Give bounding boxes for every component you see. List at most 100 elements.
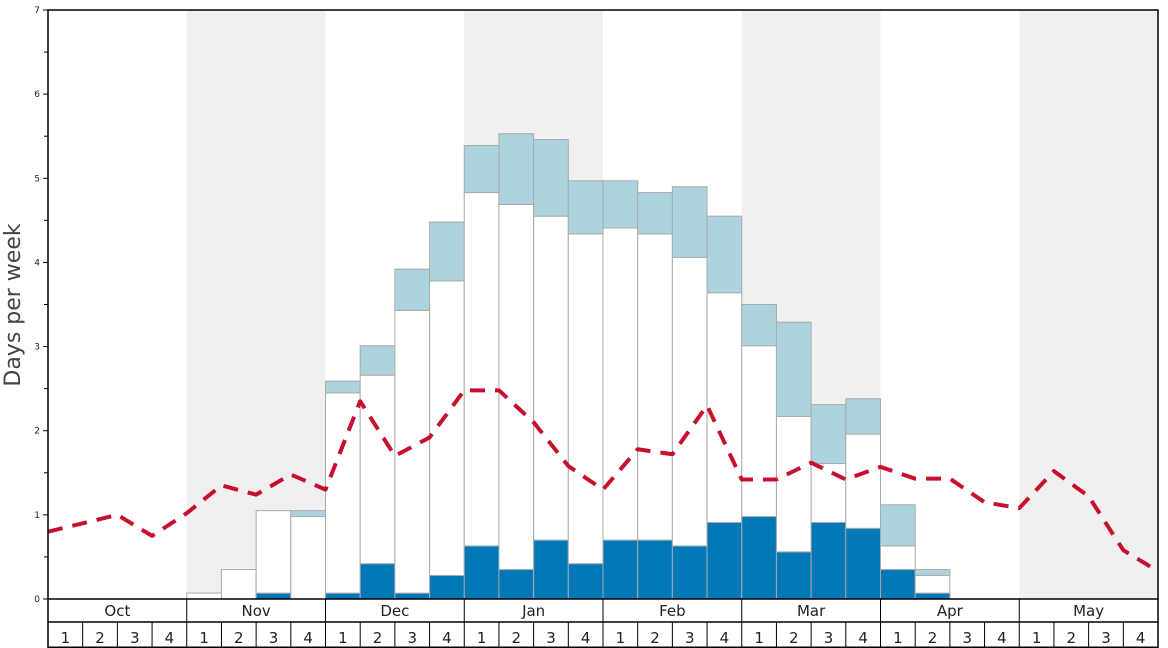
week-label-jan-3: 3 — [546, 629, 556, 647]
bar-dark-21 — [775, 551, 812, 600]
month-label-dec: Dec — [380, 602, 409, 620]
bar-light-9 — [359, 345, 396, 376]
bar-dark-16 — [602, 539, 639, 600]
bar-light-12 — [463, 144, 500, 194]
y-tick-label-6: 6 — [34, 90, 40, 100]
bar-white-4 — [186, 592, 222, 600]
bar-white-6 — [255, 510, 292, 594]
bar-white-14 — [533, 215, 569, 541]
bar-light-20 — [741, 304, 777, 347]
bar-dark-19 — [706, 521, 743, 600]
bar-dark-13 — [498, 569, 535, 600]
bar-white-23 — [845, 433, 881, 529]
week-label-may-1: 1 — [1032, 629, 1042, 647]
week-label-apr-1: 1 — [893, 629, 903, 647]
bar-white-20 — [741, 345, 777, 518]
bar-white-9 — [359, 374, 396, 565]
month-label-apr: Apr — [937, 602, 964, 620]
y-tick-label-2: 2 — [34, 427, 40, 437]
bar-dark-23 — [845, 527, 881, 600]
month-label-may: May — [1073, 602, 1104, 620]
bar-dark-17 — [637, 539, 673, 600]
week-label-oct-3: 3 — [130, 629, 140, 647]
bar-dark-6 — [255, 592, 292, 600]
bar-light-22 — [810, 404, 847, 465]
month-band-nov — [186, 10, 326, 599]
bar-dark-18 — [671, 545, 708, 600]
bar-dark-11 — [429, 574, 465, 600]
week-label-nov-1: 1 — [199, 629, 209, 647]
x-axis: Oct 1 2 3 4 Nov 1 2 3 4 Dec 1 2 3 4 Jan 1 2 3 4 Feb 1 2 3 4 Mar 1 2… — [47, 599, 1159, 648]
week-label-dec-3: 3 — [407, 629, 417, 647]
week-label-nov-4: 4 — [303, 629, 313, 647]
bar-dark-22 — [810, 521, 847, 600]
y-tick-label-0: 0 — [34, 595, 40, 605]
week-label-apr-4: 4 — [997, 629, 1007, 647]
bar-light-18 — [671, 186, 708, 258]
week-label-may-4: 4 — [1136, 629, 1146, 647]
week-label-oct-2: 2 — [95, 629, 105, 647]
bar-dark-12 — [463, 545, 500, 600]
y-tick-label-4: 4 — [34, 258, 40, 268]
y-tick-label-7: 7 — [34, 6, 40, 16]
bar-dark-15 — [567, 563, 604, 600]
week-label-nov-3: 3 — [269, 629, 279, 647]
bar-white-12 — [463, 192, 500, 547]
bar-light-15 — [567, 180, 604, 235]
y-tick-label-3: 3 — [34, 343, 40, 353]
week-label-may-3: 3 — [1101, 629, 1111, 647]
week-label-mar-4: 4 — [858, 629, 868, 647]
bar-light-10 — [394, 268, 431, 311]
week-label-mar-1: 1 — [754, 629, 764, 647]
bars — [186, 133, 951, 600]
bar-dark-14 — [533, 539, 569, 600]
week-label-oct-1: 1 — [61, 629, 71, 647]
week-label-jan-1: 1 — [477, 629, 487, 647]
bar-light-17 — [637, 192, 673, 235]
bar-dark-25 — [914, 592, 951, 600]
bar-light-8 — [325, 380, 361, 394]
bar-dark-9 — [359, 563, 396, 600]
month-label-nov: Nov — [241, 602, 270, 620]
week-label-feb-3: 3 — [685, 629, 695, 647]
month-label-mar: Mar — [797, 602, 826, 620]
week-label-feb-4: 4 — [720, 629, 730, 647]
bar-white-18 — [671, 256, 708, 547]
month-label-feb: Feb — [659, 602, 686, 620]
y-tick-label-5: 5 — [34, 174, 40, 184]
bar-light-19 — [706, 215, 743, 294]
week-label-dec-1: 1 — [338, 629, 348, 647]
bar-white-24 — [880, 545, 916, 571]
average-line — [47, 388, 1160, 573]
bar-white-19 — [706, 292, 743, 523]
bar-dark-20 — [741, 516, 777, 600]
bar-light-11 — [429, 221, 465, 282]
bar-light-16 — [602, 180, 639, 229]
week-label-apr-3: 3 — [962, 629, 972, 647]
bar-white-13 — [498, 203, 535, 571]
week-label-oct-4: 4 — [165, 629, 175, 647]
week-label-dec-4: 4 — [442, 629, 452, 647]
week-label-apr-2: 2 — [928, 629, 938, 647]
month-band-may — [1019, 10, 1158, 599]
bar-white-7 — [290, 516, 326, 600]
week-label-feb-1: 1 — [616, 629, 626, 647]
bar-light-21 — [775, 321, 812, 417]
bar-light-7 — [290, 510, 326, 518]
week-label-dec-2: 2 — [373, 629, 383, 647]
week-label-mar-2: 2 — [789, 629, 799, 647]
bar-white-8 — [325, 392, 361, 594]
bar-light-25 — [914, 569, 951, 576]
bar-white-5 — [220, 569, 257, 600]
week-label-mar-3: 3 — [824, 629, 834, 647]
bar-light-13 — [498, 133, 535, 205]
bar-white-22 — [810, 463, 847, 523]
bar-light-14 — [533, 139, 569, 217]
bar-dark-10 — [394, 592, 431, 600]
y-axis: 0 1 2 3 4 5 6 7 — [34, 6, 48, 605]
bar-light-24 — [880, 504, 916, 547]
bar-white-21 — [775, 415, 812, 553]
month-label-jan: Jan — [521, 602, 545, 620]
week-label-may-2: 2 — [1067, 629, 1077, 647]
